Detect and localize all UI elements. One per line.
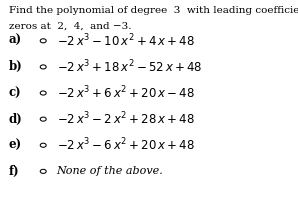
Text: d): d) — [9, 113, 23, 126]
Text: $-2\,x^3 - 10\,x^2 + 4\,x + 48$: $-2\,x^3 - 10\,x^2 + 4\,x + 48$ — [57, 32, 195, 49]
Text: Find the polynomial of degree  3  with leading coefficient −2 and: Find the polynomial of degree 3 with lea… — [9, 6, 298, 15]
Text: zeros at  2,  4,  and −3.: zeros at 2, 4, and −3. — [9, 21, 131, 30]
Text: None of the above.: None of the above. — [57, 166, 163, 176]
Text: $-2\,x^3 + 6\,x^2 + 20\,x - 48$: $-2\,x^3 + 6\,x^2 + 20\,x - 48$ — [57, 85, 195, 101]
Text: e): e) — [9, 139, 22, 152]
Text: $-2\,x^3 - 2\,x^2 + 28\,x + 48$: $-2\,x^3 - 2\,x^2 + 28\,x + 48$ — [57, 111, 195, 128]
Text: b): b) — [9, 60, 23, 73]
Text: $-2\,x^3 - 6\,x^2 + 20\,x + 48$: $-2\,x^3 - 6\,x^2 + 20\,x + 48$ — [57, 137, 195, 154]
Text: c): c) — [9, 86, 21, 100]
Text: $-2\,x^3 + 18\,x^2 - 52\,x + 48$: $-2\,x^3 + 18\,x^2 - 52\,x + 48$ — [57, 59, 202, 75]
Text: a): a) — [9, 34, 22, 47]
Text: f): f) — [9, 165, 20, 178]
